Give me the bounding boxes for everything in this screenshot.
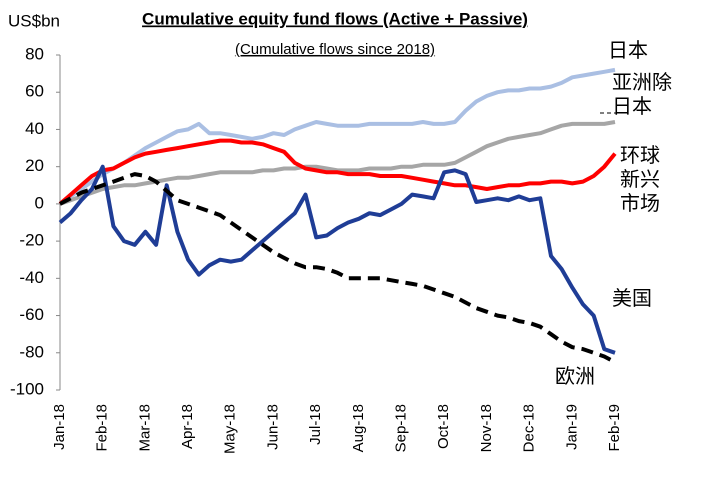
y-tick-label: -60 [19,305,44,324]
x-tick-label: Aug-18 [350,404,367,452]
x-tick-label: Feb-19 [606,404,623,452]
y-tick-label: 40 [25,119,44,138]
x-tick-label: Dec-18 [521,404,538,452]
y-tick-label: 80 [25,44,44,63]
series-label: 亚洲除日本 [612,70,672,118]
series-label: 欧洲 [555,364,595,388]
y-tick-label: 0 [35,193,44,212]
series-label: 日本 [608,38,648,62]
y-tick-label: -20 [19,231,44,250]
chart-subtitle: (Cumulative flows since 2018) [235,41,435,58]
x-tick-label: Jun-18 [264,404,281,450]
x-tick-label: Nov-18 [478,404,495,452]
x-tick-label: Jul-18 [307,404,324,445]
x-tick-label: Mar-18 [136,404,153,452]
series-line [59,120,616,206]
series-line [59,172,616,364]
y-tick-label: -40 [19,268,44,287]
x-tick-label: Feb-18 [94,404,111,452]
x-tick-label: Jan-18 [51,404,68,450]
series-line [58,164,616,355]
x-tick-label: Oct-18 [435,404,452,449]
x-tick-label: May-18 [222,404,239,454]
y-tick-label: 20 [25,156,44,175]
y-axis-label: US$bn [8,11,60,30]
series-label: 美国 [612,286,652,310]
y-tick-label: -80 [19,342,44,361]
series-line [58,138,617,206]
y-tick-label: -100 [10,379,44,398]
chart-title: Cumulative equity fund flows (Active + P… [142,9,528,28]
series-label: 环球新兴市场 [620,143,660,215]
series-line [58,67,616,206]
x-tick-label: Sep-18 [393,404,410,452]
x-tick-label: Jan-19 [563,404,580,450]
x-tick-label: Apr-18 [179,404,196,449]
y-tick-label: 60 [25,82,44,101]
